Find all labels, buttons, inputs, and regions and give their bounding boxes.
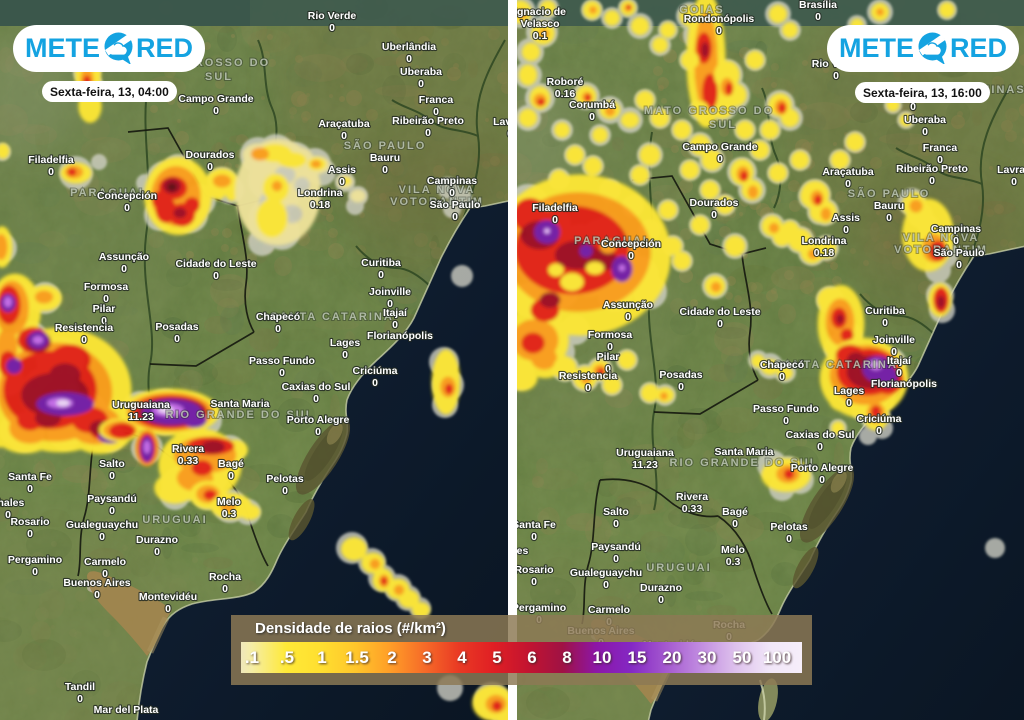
svg-text:Ignacio de: Ignacio de [514, 6, 566, 18]
svg-text:0: 0 [716, 25, 722, 37]
svg-text:Roboré: Roboré [547, 76, 584, 88]
svg-text:0.1: 0.1 [533, 30, 548, 42]
svg-text:Rondonópolis: Rondonópolis [684, 13, 755, 25]
svg-text:Brasília: Brasília [799, 0, 837, 11]
svg-text:MINAS: MINAS [980, 84, 1024, 96]
svg-text:Velasco: Velasco [520, 18, 559, 30]
svg-text:GOIAS: GOIAS [679, 4, 724, 16]
svg-text:Corumbá: Corumbá [569, 99, 615, 111]
svg-text:0: 0 [589, 111, 595, 123]
svg-text:0: 0 [815, 11, 821, 23]
svg-text:0.16: 0.16 [555, 88, 576, 100]
